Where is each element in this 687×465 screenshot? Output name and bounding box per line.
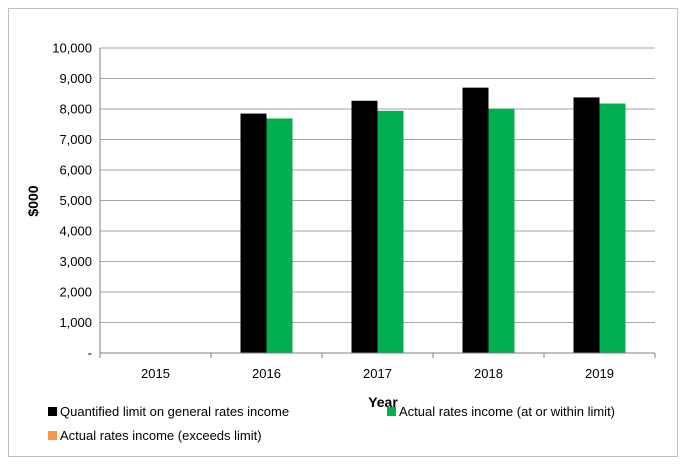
- bar: [488, 108, 515, 353]
- y-tick-label: 6,000: [59, 163, 92, 178]
- y-tick-label: 9,000: [59, 71, 92, 86]
- x-axis-title: Year: [368, 394, 398, 410]
- y-tick-label: 10,000: [52, 41, 92, 56]
- y-tick-label: 3,000: [59, 254, 92, 269]
- legend-swatch: [48, 407, 57, 416]
- axes: [99, 48, 656, 358]
- legend: Quantified limit on general rates income…: [48, 404, 615, 443]
- tick-labels: - 1,000 2,000 3,000 4,000 5,000 6,000 7,000 8,00…: [52, 41, 614, 382]
- bar: [240, 113, 267, 353]
- x-tick-label: 2016: [252, 366, 281, 381]
- y-tick-label: 4,000: [59, 224, 92, 239]
- y-tick-label: 5,000: [59, 193, 92, 208]
- legend-swatch: [387, 407, 396, 416]
- bars: [240, 87, 626, 354]
- y-tick-label: -: [88, 346, 92, 361]
- legend-swatch: [48, 431, 57, 440]
- y-tick-label: 7,000: [59, 132, 92, 147]
- y-axis-title: $000: [25, 185, 41, 216]
- bar: [462, 87, 489, 354]
- x-tick-label: 2019: [585, 366, 614, 381]
- x-tick-label: 2017: [363, 366, 392, 381]
- bar: [351, 100, 378, 353]
- bar: [377, 110, 404, 353]
- gridlines: [100, 47, 655, 323]
- bar: [599, 103, 626, 353]
- chart-frame: [8, 8, 678, 457]
- legend-label: Actual rates income (exceeds limit): [60, 428, 262, 443]
- x-tick-label: 2015: [141, 366, 170, 381]
- x-tick-label: 2018: [474, 366, 503, 381]
- bar: [266, 118, 293, 353]
- legend-label: Actual rates income (at or within limit): [399, 404, 615, 419]
- y-tick-label: 2,000: [59, 285, 92, 300]
- legend-label: Quantified limit on general rates income: [60, 404, 289, 419]
- bar: [573, 97, 600, 353]
- y-tick-label: 1,000: [59, 315, 92, 330]
- y-tick-label: 8,000: [59, 102, 92, 117]
